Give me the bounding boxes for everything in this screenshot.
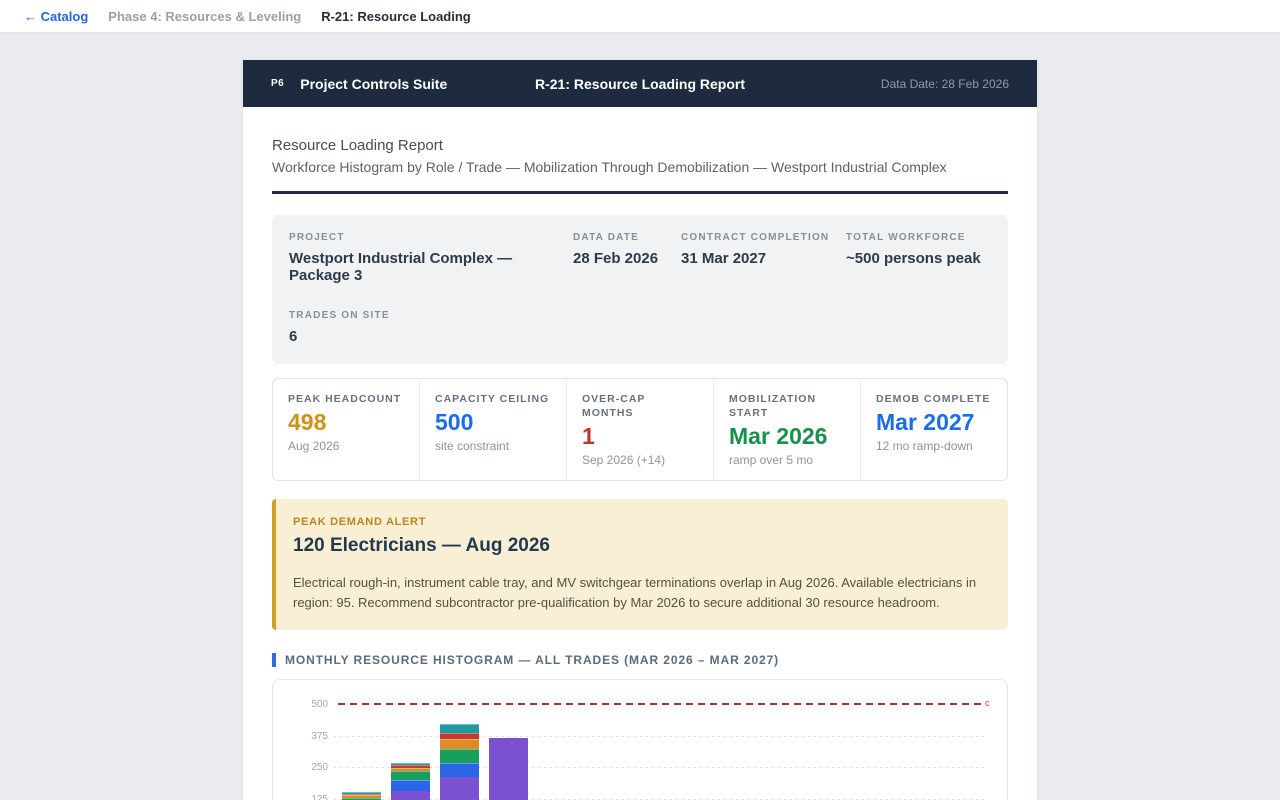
histogram-section-header: MONTHLY RESOURCE HISTOGRAM — ALL TRADES … bbox=[272, 653, 1008, 668]
kpi-label-over-cap-months: OVER-CAP MONTHS bbox=[582, 393, 646, 420]
info-label-total-workforce: TOTAL WORKFORCE bbox=[846, 232, 966, 243]
kpi-card-demob-complete: DEMOB COMPLETE Mar 2027 12 mo ramp-down bbox=[860, 379, 1007, 480]
info-field-contract-completion: CONTRACT COMPLETION 31 Mar 2027 bbox=[681, 232, 846, 284]
kpi-sub-capacity-ceiling: site constraint bbox=[435, 438, 510, 453]
bar-apr-orange-segment[interactable] bbox=[391, 767, 430, 772]
info-value-contract-completion: 31 Mar 2027 bbox=[681, 250, 767, 267]
bar-may-teal-segment[interactable] bbox=[440, 723, 479, 734]
breadcrumb-phase[interactable]: Phase 4: Resources & Leveling bbox=[108, 8, 302, 24]
alert-heading: 120 Electricians — Aug 2026 bbox=[293, 534, 550, 556]
kpi-sub-over-cap-months: Sep 2026 (+14) bbox=[582, 452, 666, 467]
kpi-card-over-cap-months: OVER-CAP MONTHS 1 Sep 2026 (+14) bbox=[566, 379, 713, 480]
info-field-trades-on-site: TRADES ON SITE 6 bbox=[289, 310, 573, 345]
y-tick-500: 500 bbox=[311, 699, 328, 711]
info-value-trades-on-site: 6 bbox=[289, 328, 298, 345]
kpi-value-capacity-ceiling: 500 bbox=[435, 409, 474, 436]
report-card: P6 Project Controls Suite R-21: Resource… bbox=[243, 60, 1037, 800]
p6-badge: P6 bbox=[271, 78, 285, 89]
info-field-project: PROJECT Westport Industrial Complex — Pac… bbox=[289, 232, 573, 284]
kpi-value-mobilization-start: Mar 2026 bbox=[729, 423, 828, 450]
kpi-sub-mobilization-start: ramp over 5 mo bbox=[729, 452, 814, 467]
bar-jun-purple-segment[interactable] bbox=[489, 738, 528, 800]
bar-may-red-segment[interactable] bbox=[440, 733, 479, 740]
bar-may-orange-segment[interactable] bbox=[440, 739, 479, 750]
bar-apr-purple-segment[interactable] bbox=[391, 791, 430, 800]
title-divider bbox=[272, 191, 1008, 194]
app-title: Project Controls Suite bbox=[300, 75, 448, 92]
kpi-label-capacity-ceiling: CAPACITY CEILING bbox=[435, 393, 550, 405]
kpi-card-capacity-ceiling: CAPACITY CEILING 500 site constraint bbox=[419, 379, 566, 480]
gridline-125 bbox=[334, 798, 986, 800]
bar-may-purple-segment[interactable] bbox=[440, 777, 479, 800]
alert-label: PEAK DEMAND ALERT bbox=[293, 515, 427, 528]
page-title: Resource Loading Report bbox=[272, 137, 443, 154]
data-date: Data Date: 28 Feb 2026 bbox=[880, 76, 1009, 91]
bar-mar-red-segment[interactable] bbox=[342, 794, 381, 796]
info-value-data-date: 28 Feb 2026 bbox=[573, 250, 659, 267]
kpi-sub-demob-complete: 12 mo ramp-down bbox=[876, 438, 973, 453]
kpi-sub-peak-headcount: Aug 2026 bbox=[288, 438, 340, 453]
bar-mar-green-segment[interactable] bbox=[342, 797, 381, 800]
bar-mar-teal-segment[interactable] bbox=[342, 792, 381, 795]
kpi-card-mobilization-start: MOBILIZATION START Mar 2026 ramp over 5 mo bbox=[713, 379, 860, 480]
kpi-label-peak-headcount: PEAK HEADCOUNT bbox=[288, 393, 402, 405]
bar-mar-orange-segment[interactable] bbox=[342, 795, 381, 798]
bar-apr-teal-segment[interactable] bbox=[391, 763, 430, 766]
info-field-total-workforce: TOTAL WORKFORCE ~500 persons peak bbox=[846, 232, 991, 284]
info-label-project: PROJECT bbox=[289, 232, 345, 243]
project-info-panel: PROJECT Westport Industrial Complex — Pac… bbox=[272, 215, 1008, 364]
capacity-cap-label: c bbox=[985, 698, 990, 709]
breadcrumb-current: R-21: Resource Loading bbox=[321, 8, 471, 24]
bar-apr-green-segment[interactable] bbox=[391, 771, 430, 780]
chart-plot-area: 0125250375500cMarAprMayJun bbox=[273, 680, 1007, 800]
info-label-contract-completion: CONTRACT COMPLETION bbox=[681, 232, 830, 243]
kpi-value-demob-complete: Mar 2027 bbox=[876, 409, 975, 436]
info-value-total-workforce: ~500 persons peak bbox=[846, 250, 981, 267]
kpi-card-peak-headcount: PEAK HEADCOUNT 498 Aug 2026 bbox=[273, 379, 419, 480]
y-tick-375: 375 bbox=[311, 730, 328, 742]
histogram-section-title: MONTHLY RESOURCE HISTOGRAM — ALL TRADES … bbox=[285, 653, 780, 668]
kpi-label-mobilization-start: MOBILIZATION START bbox=[729, 393, 817, 420]
section-accent-bar bbox=[272, 653, 276, 668]
breadcrumb: ← Catalog Phase 4: Resources & Leveling … bbox=[0, 0, 1280, 33]
kpi-row: PEAK HEADCOUNT 498 Aug 2026 CAPACITY CEILIN… bbox=[272, 378, 1008, 481]
gridline-250 bbox=[334, 767, 986, 769]
bar-apr-blue-segment[interactable] bbox=[391, 779, 430, 791]
bar-may-green-segment[interactable] bbox=[440, 749, 479, 764]
peak-demand-alert: PEAK DEMAND ALERT 120 Electricians — Aug… bbox=[272, 498, 1008, 631]
info-label-trades-on-site: TRADES ON SITE bbox=[289, 310, 390, 321]
gridline-375 bbox=[334, 735, 986, 737]
kpi-label-demob-complete: DEMOB COMPLETE bbox=[876, 393, 991, 405]
report-header: P6 Project Controls Suite R-21: Resource… bbox=[243, 60, 1037, 107]
kpi-value-over-cap-months: 1 bbox=[582, 423, 595, 450]
info-label-data-date: DATA DATE bbox=[573, 232, 639, 243]
back-to-catalog-link[interactable]: ← Catalog bbox=[24, 8, 89, 24]
y-tick-125: 125 bbox=[311, 793, 328, 800]
y-tick-250: 250 bbox=[311, 762, 328, 774]
bar-may-blue-segment[interactable] bbox=[440, 763, 479, 778]
resource-histogram-chart: 0125250375500cMarAprMayJun bbox=[272, 679, 1008, 800]
alert-body: Electrical rough-in, instrument cable tr… bbox=[293, 574, 977, 610]
info-value-project: Westport Industrial Complex — Package 3 bbox=[289, 250, 513, 284]
info-field-data-date: DATA DATE 28 Feb 2026 bbox=[573, 232, 681, 284]
capacity-cap-line bbox=[338, 703, 981, 706]
page-subtitle: Workforce Histogram by Role / Trade — Mo… bbox=[272, 159, 947, 175]
bar-apr-red-segment[interactable] bbox=[391, 765, 430, 768]
kpi-value-peak-headcount: 498 bbox=[288, 409, 327, 436]
